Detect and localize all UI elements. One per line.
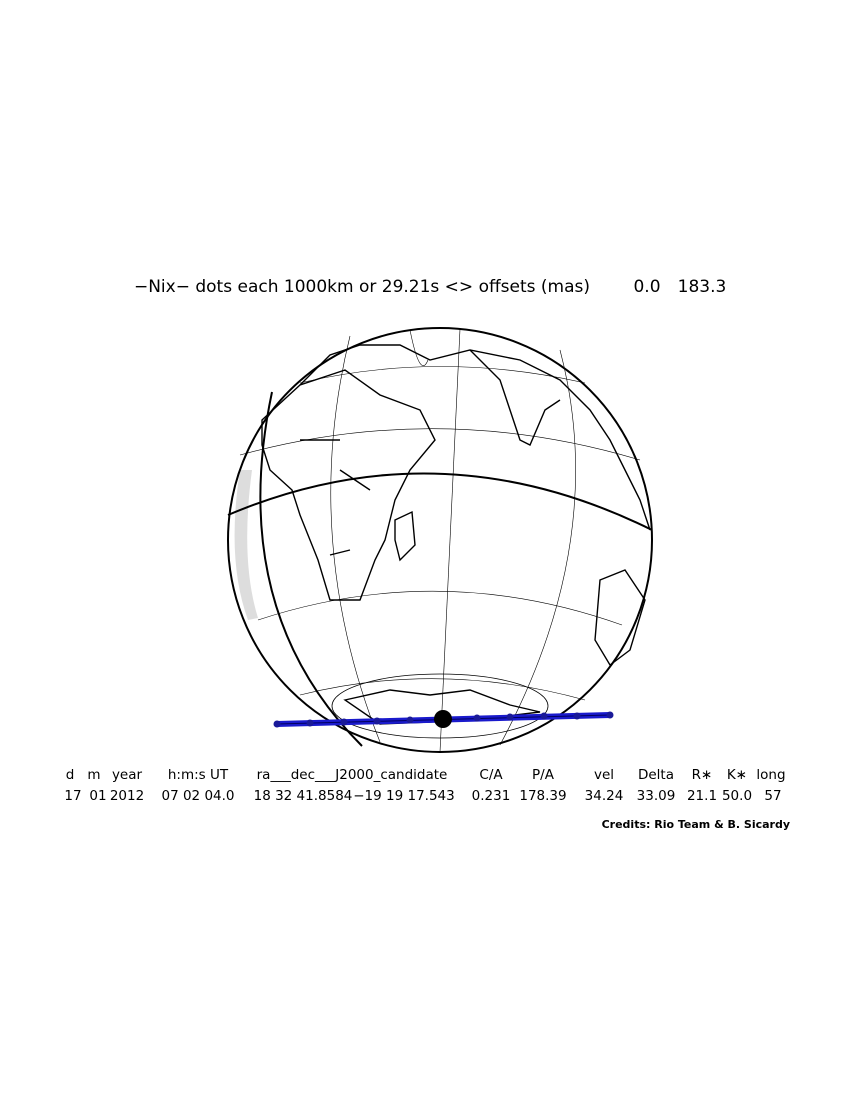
column-header: R∗ <box>692 767 713 783</box>
column-header: Delta <box>638 767 674 783</box>
column-header: h:m:s UT <box>168 767 229 783</box>
column-header: C/A <box>479 767 503 783</box>
graticule <box>239 328 641 753</box>
column-header: vel <box>594 767 614 783</box>
column-headers: d m year h:m:s UT ra___dec___J2000_candi… <box>66 767 786 783</box>
value: 50.0 <box>722 788 752 804</box>
value: 0.231 <box>472 788 511 804</box>
column-header: P/A <box>532 767 555 783</box>
terminator <box>259 391 363 747</box>
value: 07 02 04.0 <box>162 788 235 804</box>
offset-ra: 0.0 <box>633 277 660 297</box>
map-title: −Nix− dots each 1000km or 29.21s <> offs… <box>134 277 590 297</box>
column-header: m <box>87 767 100 783</box>
offset-dec: 183.3 <box>678 277 727 297</box>
value: 2012 <box>110 788 144 804</box>
value: 57 <box>764 788 781 804</box>
column-values: 17 01 2012 07 02 04.0 18 32 41.8584 −19 … <box>64 788 781 804</box>
value: −19 19 17.543 <box>353 788 455 804</box>
coastlines <box>261 344 651 725</box>
polar-cap <box>331 673 549 739</box>
globe <box>227 327 653 753</box>
column-header: K∗ <box>727 767 747 783</box>
column-header: long <box>756 767 785 783</box>
value: 01 <box>89 788 106 804</box>
credits: Credits: Rio Team & B. Sicardy <box>602 818 790 831</box>
globe-outline <box>227 327 653 753</box>
track-dots <box>273 711 614 728</box>
value: 18 32 41.8584 <box>254 788 353 804</box>
column-header: year <box>112 767 143 783</box>
column-header: d <box>66 767 75 783</box>
value: 17 <box>64 788 81 804</box>
equator <box>227 472 653 531</box>
closest-approach <box>434 710 452 728</box>
column-header: ra___dec___J2000_candidate <box>257 767 448 783</box>
value: 178.39 <box>519 788 566 804</box>
shadow-track <box>273 710 614 728</box>
night-shade <box>234 470 258 620</box>
value: 34.24 <box>585 788 624 804</box>
value: 33.09 <box>637 788 676 804</box>
value: 21.1 <box>687 788 717 804</box>
